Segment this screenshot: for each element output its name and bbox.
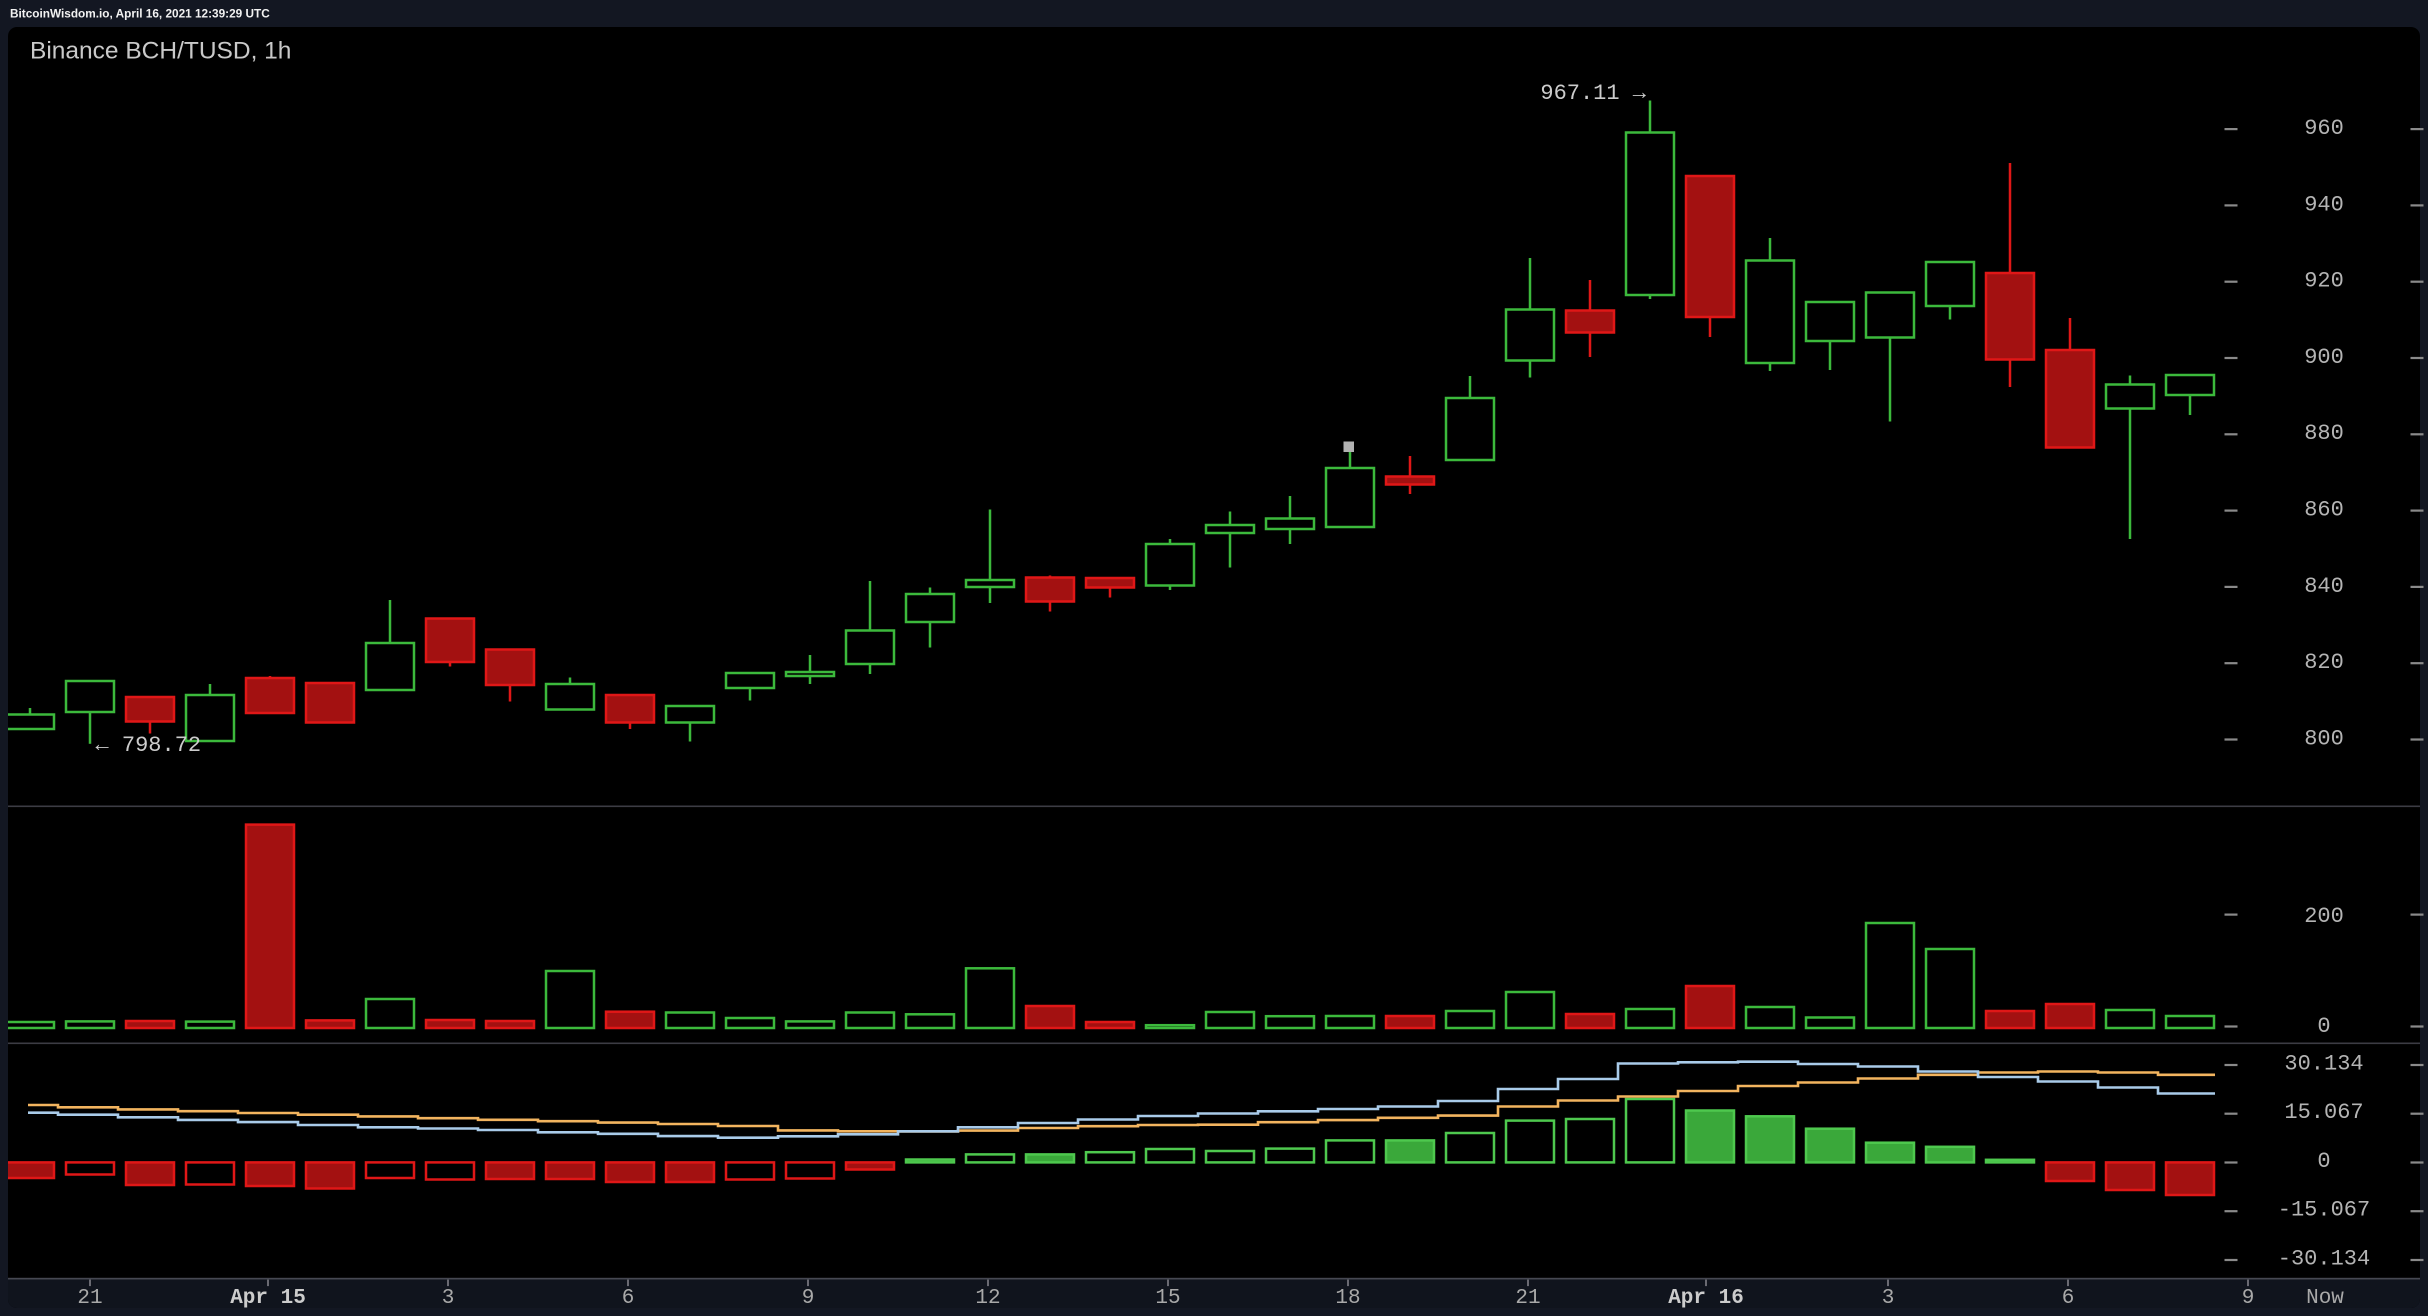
svg-text:3: 3 xyxy=(1882,1287,1895,1310)
svg-text:Apr 15: Apr 15 xyxy=(230,1287,306,1310)
svg-text:860: 860 xyxy=(2304,498,2344,523)
svg-text:21: 21 xyxy=(77,1287,102,1310)
svg-text:-30.134: -30.134 xyxy=(2278,1246,2370,1271)
svg-text:960: 960 xyxy=(2304,116,2344,141)
svg-text:0: 0 xyxy=(2317,1149,2330,1174)
svg-text:15: 15 xyxy=(1155,1287,1180,1310)
svg-text:15.067: 15.067 xyxy=(2284,1100,2363,1125)
svg-text:30.134: 30.134 xyxy=(2284,1051,2363,1076)
svg-text:9: 9 xyxy=(2242,1287,2255,1310)
svg-text:12: 12 xyxy=(975,1287,1000,1310)
svg-text:840: 840 xyxy=(2304,574,2344,599)
svg-text:6: 6 xyxy=(2062,1287,2075,1310)
svg-text:940: 940 xyxy=(2304,192,2344,217)
svg-text:18: 18 xyxy=(1335,1287,1360,1310)
svg-text:880: 880 xyxy=(2304,421,2344,446)
svg-text:920: 920 xyxy=(2304,269,2344,294)
svg-text:Binance BCH/TUSD, 1h: Binance BCH/TUSD, 1h xyxy=(30,38,291,65)
svg-text:-15.067: -15.067 xyxy=(2278,1198,2370,1223)
svg-text:967.11 →: 967.11 → xyxy=(1540,81,1646,106)
svg-text:BitcoinWisdom.io, April 16, 20: BitcoinWisdom.io, April 16, 2021 12:39:2… xyxy=(10,7,270,21)
svg-text:0: 0 xyxy=(2317,1014,2330,1039)
svg-text:3: 3 xyxy=(442,1287,455,1310)
svg-text:800: 800 xyxy=(2304,726,2344,751)
svg-text:9: 9 xyxy=(802,1287,815,1310)
svg-text:6: 6 xyxy=(622,1287,635,1310)
svg-text:Apr 16: Apr 16 xyxy=(1668,1287,1744,1310)
svg-text:Now: Now xyxy=(2306,1287,2344,1310)
svg-text:820: 820 xyxy=(2304,650,2344,675)
svg-text:← 798.72: ← 798.72 xyxy=(96,733,202,758)
svg-text:200: 200 xyxy=(2304,904,2344,929)
svg-text:21: 21 xyxy=(1515,1287,1540,1310)
svg-text:900: 900 xyxy=(2304,345,2344,370)
